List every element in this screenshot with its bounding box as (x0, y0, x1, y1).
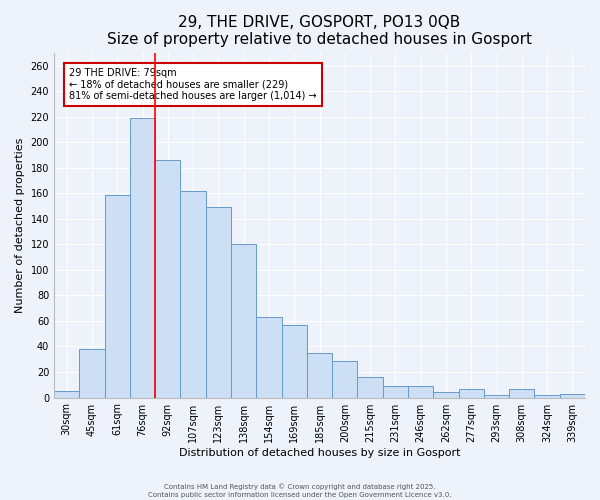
Bar (130, 118, 155, 398)
Bar (104, 194, 130, 398)
Bar (181, 190, 206, 398)
Bar (408, 386, 433, 398)
Bar (231, 244, 256, 398)
Text: 29 THE DRIVE: 79sqm
← 18% of detached houses are smaller (229)
81% of semi-detac: 29 THE DRIVE: 79sqm ← 18% of detached ho… (69, 68, 317, 102)
Bar (433, 392, 458, 398)
Bar (509, 388, 535, 398)
Bar (383, 386, 408, 398)
X-axis label: Distribution of detached houses by size in Gosport: Distribution of detached houses by size … (179, 448, 460, 458)
Y-axis label: Number of detached properties: Number of detached properties (15, 138, 25, 313)
Title: 29, THE DRIVE, GOSPORT, PO13 0QB
Size of property relative to detached houses in: 29, THE DRIVE, GOSPORT, PO13 0QB Size of… (107, 15, 532, 48)
Bar (206, 208, 231, 398)
Bar (358, 377, 383, 398)
Bar (560, 394, 585, 398)
Bar (535, 395, 560, 398)
Bar (332, 360, 358, 398)
Bar (256, 317, 281, 398)
Bar (458, 388, 484, 398)
Bar (484, 395, 509, 398)
Bar (155, 160, 181, 398)
Bar (79, 349, 104, 398)
Bar (54, 391, 79, 398)
Bar (281, 325, 307, 398)
Bar (307, 353, 332, 398)
Text: Contains HM Land Registry data © Crown copyright and database right 2025.
Contai: Contains HM Land Registry data © Crown c… (148, 484, 452, 498)
